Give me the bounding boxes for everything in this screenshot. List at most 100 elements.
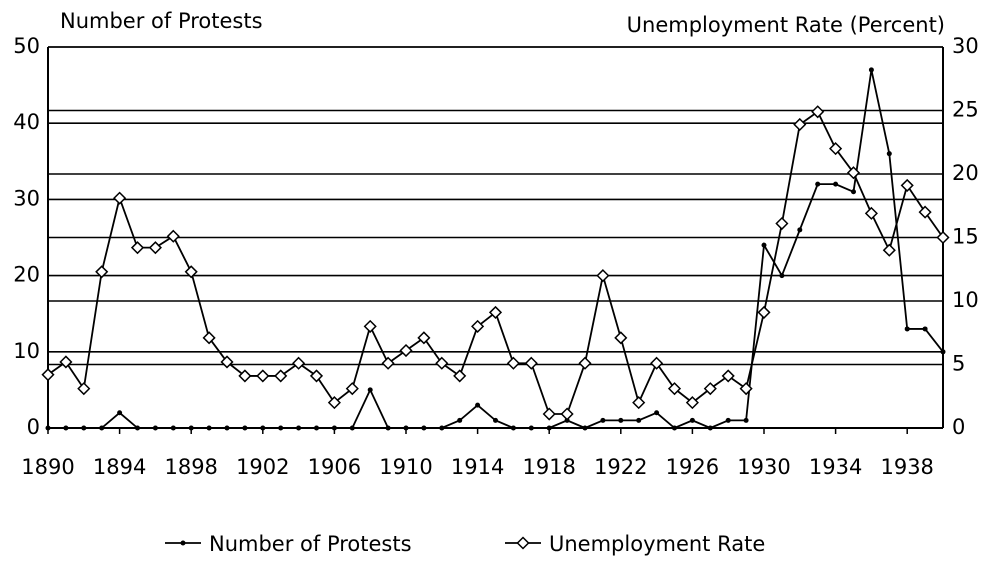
data-point bbox=[797, 227, 803, 233]
x-tick-label: 1922 bbox=[594, 455, 647, 479]
x-tick-label: 1914 bbox=[451, 455, 504, 479]
data-point bbox=[367, 387, 373, 393]
y2-tick-label: 20 bbox=[952, 161, 979, 185]
data-point bbox=[184, 265, 198, 279]
data-point bbox=[403, 425, 409, 431]
data-point bbox=[475, 402, 481, 408]
data-point bbox=[188, 425, 194, 431]
y-tick-label: 40 bbox=[13, 110, 40, 134]
data-point bbox=[296, 425, 302, 431]
data-point bbox=[811, 105, 825, 119]
data-point bbox=[900, 178, 914, 192]
data-point bbox=[904, 326, 910, 332]
data-point bbox=[166, 229, 180, 243]
data-point bbox=[130, 241, 145, 255]
data-point bbox=[381, 356, 395, 370]
data-point bbox=[578, 356, 592, 370]
data-point bbox=[202, 331, 216, 345]
data-point bbox=[170, 425, 176, 431]
y2-tick-label: 5 bbox=[952, 352, 965, 376]
y-tick-label: 0 bbox=[27, 415, 40, 439]
data-point bbox=[309, 369, 324, 383]
data-point bbox=[757, 305, 771, 319]
data-point bbox=[868, 67, 874, 73]
data-point bbox=[99, 425, 105, 431]
data-point bbox=[582, 425, 588, 431]
data-point bbox=[560, 407, 574, 421]
data-point bbox=[721, 369, 735, 383]
data-point bbox=[399, 343, 413, 358]
y-tick-label: 20 bbox=[13, 263, 40, 287]
data-point bbox=[636, 417, 642, 423]
y-axis-title: Number of Protests bbox=[60, 9, 263, 33]
data-point bbox=[77, 382, 91, 396]
legend-label: Unemployment Rate bbox=[549, 532, 765, 556]
data-point bbox=[632, 396, 646, 410]
data-point bbox=[135, 425, 140, 431]
data-point bbox=[117, 410, 123, 416]
x-tick-label: 1910 bbox=[379, 455, 432, 479]
x-tick-label: 1930 bbox=[737, 455, 790, 479]
data-point bbox=[41, 368, 55, 382]
data-point bbox=[45, 425, 51, 431]
x-tick-label: 1926 bbox=[666, 455, 719, 479]
data-point bbox=[59, 355, 73, 369]
data-point bbox=[331, 425, 337, 431]
data-point bbox=[743, 417, 749, 423]
data-point bbox=[453, 369, 467, 383]
x-tick-label: 1934 bbox=[809, 455, 862, 479]
data-point bbox=[918, 205, 932, 219]
data-point bbox=[152, 425, 158, 431]
data-point bbox=[667, 382, 682, 396]
data-point bbox=[775, 216, 789, 231]
data-point bbox=[113, 191, 127, 205]
data-point bbox=[672, 425, 677, 431]
data-point bbox=[739, 382, 753, 396]
data-point bbox=[851, 189, 856, 195]
data-point bbox=[542, 407, 556, 421]
data-point bbox=[546, 425, 552, 431]
data-point bbox=[600, 417, 606, 423]
x-tick-label: 1918 bbox=[522, 455, 575, 479]
data-point bbox=[148, 241, 162, 255]
data-point bbox=[654, 410, 660, 416]
data-point bbox=[815, 181, 821, 187]
y2-axis-title: Unemployment Rate (Percent) bbox=[627, 13, 945, 37]
data-point bbox=[385, 425, 391, 431]
data-point bbox=[238, 369, 252, 383]
data-point bbox=[618, 417, 624, 423]
legend-label: Number of Protests bbox=[209, 532, 412, 556]
data-point bbox=[224, 425, 230, 431]
data-point bbox=[488, 305, 503, 319]
data-point bbox=[63, 425, 69, 431]
x-tick-label: 1906 bbox=[308, 455, 361, 479]
data-point bbox=[761, 242, 767, 248]
data-point bbox=[435, 356, 449, 370]
y2-tick-label: 30 bbox=[952, 34, 979, 58]
data-point bbox=[439, 425, 445, 431]
data-point bbox=[206, 425, 212, 431]
data-point bbox=[829, 142, 843, 156]
data-point bbox=[650, 356, 664, 370]
x-tick-label: 1898 bbox=[164, 455, 217, 479]
y2-tick-label: 25 bbox=[952, 98, 979, 122]
legend-marker bbox=[180, 540, 186, 546]
data-point bbox=[220, 355, 234, 369]
data-point bbox=[421, 425, 427, 431]
data-point bbox=[864, 206, 878, 220]
y-tick-label: 10 bbox=[13, 339, 40, 363]
data-point bbox=[345, 382, 359, 396]
x-tick-label: 1902 bbox=[236, 455, 289, 479]
data-point bbox=[506, 356, 520, 370]
y-tick-label: 50 bbox=[13, 34, 40, 58]
data-point bbox=[922, 326, 928, 332]
data-point bbox=[689, 417, 695, 423]
data-point bbox=[457, 417, 463, 423]
data-point bbox=[314, 425, 319, 431]
data-point bbox=[493, 417, 498, 423]
data-point bbox=[707, 425, 713, 431]
data-point bbox=[936, 230, 950, 245]
legend-marker bbox=[516, 536, 530, 550]
data-point bbox=[363, 319, 377, 333]
